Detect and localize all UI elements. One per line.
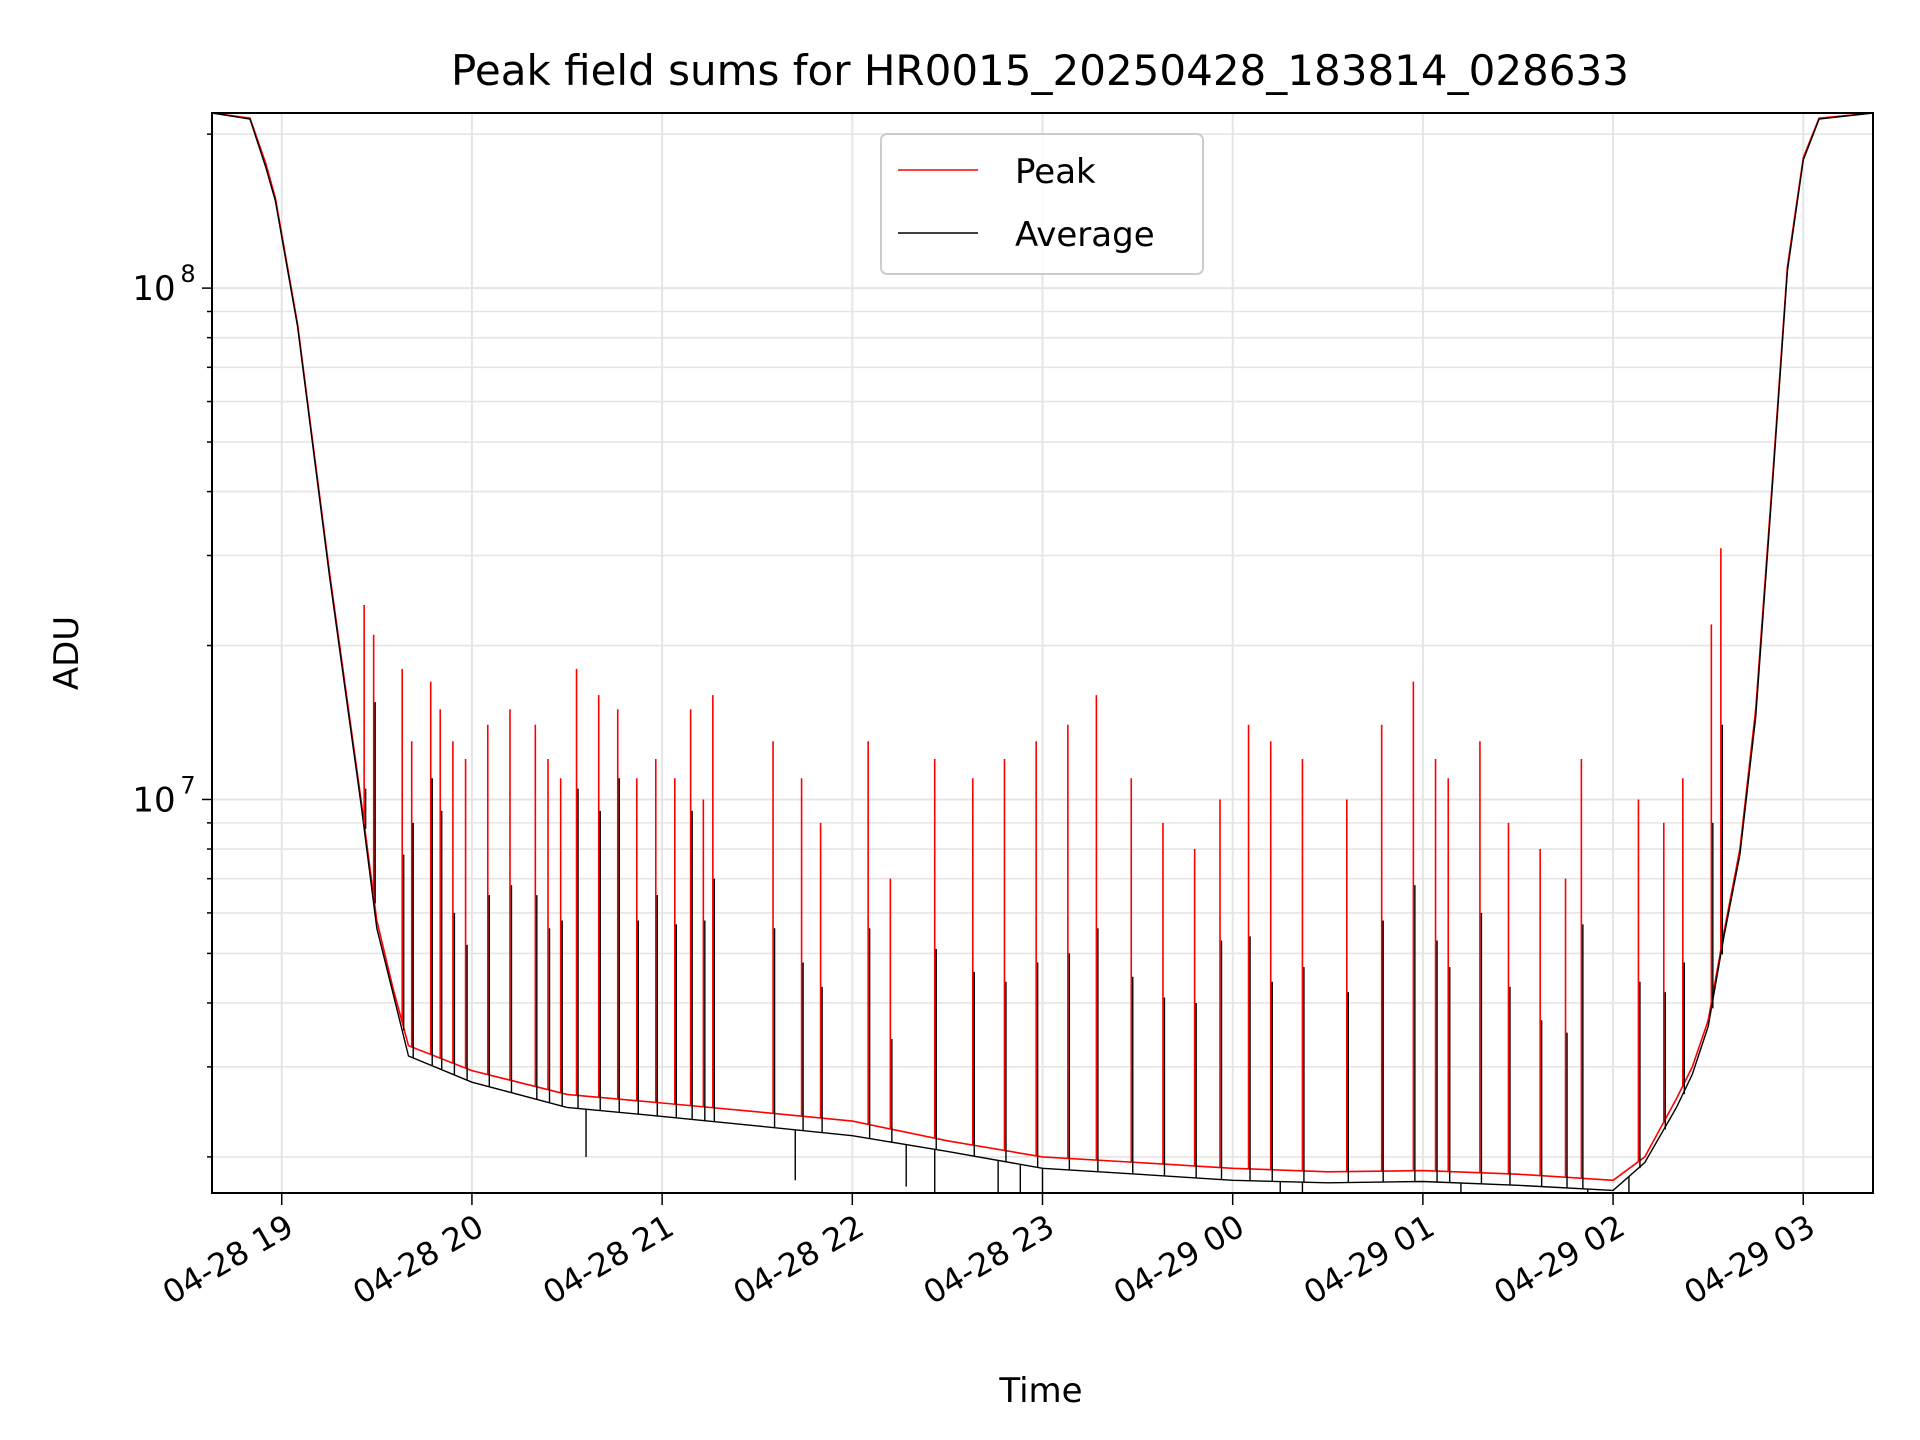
y-tick-label: 10: [132, 269, 175, 309]
legend: Peak Average: [880, 133, 1204, 275]
chart-title: Peak field sums for HR0015_20250428_1838…: [451, 46, 1629, 95]
legend-box: [880, 133, 1204, 275]
y-tick-label: 10: [132, 780, 175, 820]
y-tick-exponent: 8: [180, 260, 195, 288]
x-axis-label: Time: [998, 1371, 1082, 1411]
plot-area: [211, 112, 1874, 1193]
y-axis-label: ADU: [47, 616, 87, 690]
legend-label-peak: Peak: [1015, 152, 1096, 192]
average-series-line: [211, 112, 1874, 1192]
y-tick-exponent: 7: [180, 771, 195, 799]
legend-label-average: Average: [1015, 215, 1155, 255]
